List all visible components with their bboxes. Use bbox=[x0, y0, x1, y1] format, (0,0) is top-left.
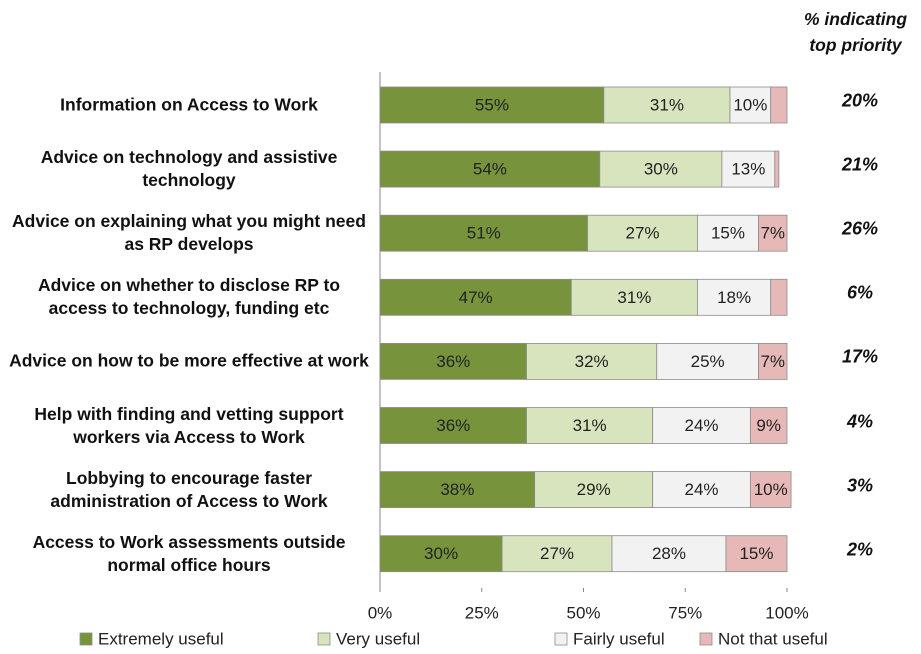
data-label: 36% bbox=[436, 416, 470, 435]
data-label: 30% bbox=[644, 160, 678, 179]
data-label: 27% bbox=[625, 224, 659, 243]
bar-segment bbox=[721, 150, 776, 188]
data-label: 10% bbox=[754, 480, 788, 499]
x-tick-label: 75% bbox=[668, 603, 702, 622]
data-label: 27% bbox=[540, 544, 574, 563]
data-label: 15% bbox=[739, 544, 773, 563]
data-label: 7% bbox=[760, 352, 785, 371]
data-label: 36% bbox=[436, 352, 470, 371]
data-label: 31% bbox=[650, 95, 684, 114]
bar-segment bbox=[603, 86, 731, 124]
bar-segment bbox=[379, 278, 572, 316]
x-tick-label: 0% bbox=[368, 603, 393, 622]
bar-segment bbox=[656, 342, 759, 380]
data-label: 13% bbox=[731, 160, 765, 179]
top-priority-value: 21% bbox=[841, 154, 879, 175]
data-label: 31% bbox=[573, 416, 607, 435]
legend-label: Very useful bbox=[336, 629, 420, 648]
data-label: 9% bbox=[756, 416, 781, 435]
bar-segment bbox=[770, 278, 788, 316]
bar-segment bbox=[774, 150, 780, 188]
x-tick-label: 100% bbox=[765, 603, 808, 622]
data-label: 55% bbox=[475, 95, 509, 114]
data-label: 10% bbox=[733, 95, 767, 114]
top-priority-value: 4% bbox=[846, 411, 873, 431]
bar-segment bbox=[379, 471, 536, 509]
category-label: Advice on technology and assistive techn… bbox=[40, 147, 338, 191]
bar-segment bbox=[570, 278, 698, 316]
category-label: Lobbying to encourage faster administrat… bbox=[50, 467, 328, 511]
data-label: 24% bbox=[685, 416, 719, 435]
bar-segment bbox=[534, 471, 654, 509]
bar-segment bbox=[725, 535, 788, 573]
legend-label: Fairly useful bbox=[573, 629, 665, 648]
category-label: Access to Work assessments outside norma… bbox=[32, 531, 346, 575]
bar-segment bbox=[379, 407, 527, 444]
category-label: Information on Access to Work bbox=[60, 94, 318, 115]
data-label: 24% bbox=[685, 480, 719, 499]
top-priority-value: 26% bbox=[841, 218, 879, 239]
bar-segment bbox=[749, 471, 792, 509]
data-label: 28% bbox=[652, 544, 686, 563]
top-priority-value: 3% bbox=[846, 475, 873, 496]
top-priority-title: % indicating top priority bbox=[803, 9, 908, 55]
data-label: 47% bbox=[459, 288, 493, 307]
bar-segment bbox=[749, 407, 788, 444]
bar-segment bbox=[526, 407, 654, 444]
data-label: 15% bbox=[711, 224, 745, 243]
category-label: Advice on whether to disclose RP to acce… bbox=[37, 275, 341, 319]
category-label: Help with finding and vetting support wo… bbox=[34, 403, 344, 447]
bar-segment bbox=[770, 86, 788, 124]
legend-label: Not that useful bbox=[718, 629, 828, 648]
top-priority-value: 6% bbox=[846, 282, 873, 303]
data-label: 29% bbox=[577, 480, 611, 499]
top-priority-value: 2% bbox=[846, 539, 873, 560]
data-label: 32% bbox=[575, 352, 609, 371]
bar-segment bbox=[758, 342, 788, 380]
legend-swatch bbox=[554, 632, 568, 646]
top-priority-value: 20% bbox=[841, 90, 879, 111]
data-label: 38% bbox=[440, 480, 474, 499]
bar-segment bbox=[758, 214, 788, 252]
bar-segment bbox=[587, 214, 698, 252]
category-label: Advice on how to be more effective at wo… bbox=[9, 350, 369, 371]
data-label: 54% bbox=[473, 160, 507, 179]
bar-segment bbox=[652, 407, 751, 444]
bar-segment bbox=[697, 214, 759, 252]
bar-segment bbox=[729, 86, 772, 124]
bar-segment bbox=[379, 214, 588, 252]
data-label: 30% bbox=[424, 544, 458, 563]
data-label: 31% bbox=[617, 288, 651, 307]
legend-swatch bbox=[79, 632, 93, 646]
legend-label: Extremely useful bbox=[98, 629, 224, 648]
x-tick-label: 50% bbox=[566, 603, 600, 622]
bar-segment bbox=[652, 471, 751, 509]
legend-swatch bbox=[317, 632, 331, 646]
data-label: 7% bbox=[760, 224, 785, 243]
data-label: 25% bbox=[691, 352, 725, 371]
bar-segment bbox=[379, 342, 527, 380]
top-priority-value: 17% bbox=[841, 346, 879, 367]
legend-swatch bbox=[699, 632, 713, 646]
bar-segment bbox=[501, 535, 613, 573]
bar-segment bbox=[379, 86, 605, 124]
x-tick-label: 25% bbox=[465, 603, 499, 622]
data-label: 51% bbox=[467, 224, 501, 243]
bar-segment bbox=[697, 278, 772, 316]
data-label: 18% bbox=[717, 288, 751, 307]
category-label: Advice on explaining what you might need… bbox=[12, 211, 366, 255]
